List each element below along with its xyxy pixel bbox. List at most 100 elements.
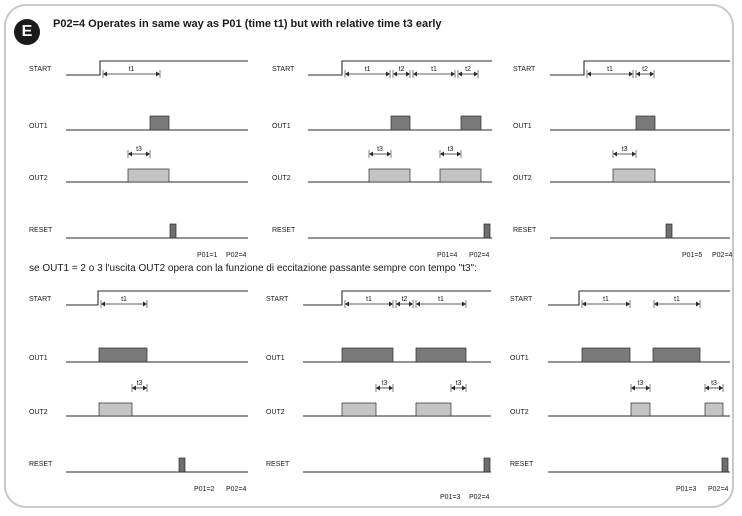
out1-pulse: [98, 347, 148, 363]
time-arrow-head: [462, 385, 466, 391]
out2-pulse: [612, 168, 656, 183]
time-label: t2: [399, 66, 405, 73]
out1-pulse: [415, 347, 467, 363]
param-p01: P01=5: [682, 252, 703, 259]
signal-label-reset: RESET: [510, 461, 534, 468]
time-arrow-head: [613, 151, 617, 157]
time-label: t3: [136, 146, 142, 153]
signal-label-start: START: [29, 296, 52, 303]
time-arrow-head: [413, 71, 417, 77]
signal-label-start: START: [272, 66, 295, 73]
signal-label-out1: OUT1: [266, 355, 285, 362]
signal-label-start: START: [510, 296, 533, 303]
time-arrow-head: [103, 71, 107, 77]
out2-pulse: [439, 168, 482, 183]
time-arrow-head: [345, 71, 349, 77]
timing-panel-p01-3a: START OUT1 OUT2 RESET t1 t2 t1 t3 t3 P01=3 P02=4: [266, 290, 491, 501]
reset-pulse: [665, 223, 673, 239]
param-p02: P02=4: [712, 252, 733, 259]
param-p02: P02=4: [708, 486, 729, 493]
signal-label-out2: OUT2: [29, 175, 48, 182]
timing-panel-p01-5: START OUT1 OUT2 RESET t1 t2 t3 P01=5 P02=4: [513, 60, 733, 259]
start-waveform: [66, 290, 248, 306]
out2-pulse: [704, 402, 724, 417]
time-arrow-head: [457, 151, 461, 157]
time-arrow-head: [101, 301, 105, 307]
time-label: t1: [438, 296, 444, 303]
signal-label-out2: OUT2: [272, 175, 291, 182]
time-arrow-head: [409, 301, 413, 307]
signal-label-start: START: [513, 66, 536, 73]
time-arrow-head: [146, 151, 150, 157]
mode-note: se OUT1 = 2 o 3 l'uscita OUT2 opera con …: [29, 263, 477, 274]
time-arrow-head: [143, 301, 147, 307]
time-label: t3: [638, 380, 644, 387]
time-arrow-head: [132, 385, 136, 391]
time-arrow-head: [636, 71, 640, 77]
param-p02: P02=4: [226, 252, 247, 259]
time-arrow-head: [462, 301, 466, 307]
signal-label-reset: RESET: [272, 227, 296, 234]
out2-pulse: [98, 402, 133, 417]
time-arrow-head: [156, 71, 160, 77]
signal-label-out1: OUT1: [513, 123, 532, 130]
reset-pulse: [483, 223, 491, 239]
timing-panel-p01-1: START OUT1 OUT2 RESET t1 t3 P01=1 P02=4: [29, 60, 248, 259]
time-arrow-head: [626, 301, 630, 307]
signal-label-out2: OUT2: [513, 175, 532, 182]
time-arrow-head: [389, 385, 393, 391]
param-p01: P01=3: [676, 486, 697, 493]
signal-label-out2: OUT2: [29, 409, 48, 416]
time-arrow-head: [389, 301, 393, 307]
time-arrow-head: [587, 71, 591, 77]
time-label: t3: [448, 146, 454, 153]
time-arrow-head: [345, 301, 349, 307]
time-label: t3: [711, 380, 717, 387]
start-waveform: [548, 290, 730, 306]
out1-pulse: [635, 115, 656, 131]
time-label: t1: [431, 66, 437, 73]
time-label: t2: [402, 296, 408, 303]
time-label: t3: [622, 146, 628, 153]
param-p01: P01=4: [437, 252, 458, 259]
time-label: t1: [607, 66, 613, 73]
time-label: t1: [674, 296, 680, 303]
time-arrow-head: [386, 71, 390, 77]
out1-pulse: [581, 347, 631, 363]
reset-pulse: [178, 457, 186, 473]
out1-pulse: [652, 347, 701, 363]
time-label: t3: [137, 380, 143, 387]
signal-label-start: START: [266, 296, 289, 303]
time-arrow-head: [632, 151, 636, 157]
signal-label-out1: OUT1: [29, 123, 48, 130]
signal-label-reset: RESET: [29, 227, 53, 234]
time-label: t3: [377, 146, 383, 153]
time-label: t1: [603, 296, 609, 303]
time-arrow-head: [393, 71, 397, 77]
time-arrow-head: [376, 385, 380, 391]
time-arrow-head: [128, 151, 132, 157]
time-arrow-head: [646, 385, 650, 391]
time-arrow-head: [387, 151, 391, 157]
time-label: t1: [365, 66, 371, 73]
param-p01: P01=1: [197, 252, 218, 259]
section-badge: E: [14, 19, 40, 45]
out1-pulse: [149, 115, 170, 131]
timing-panel-p01-2: START OUT1 OUT2 RESET t1 t3 P01=2 P02=4: [29, 290, 248, 493]
out1-pulse: [390, 115, 411, 131]
time-arrow-head: [451, 385, 455, 391]
reset-pulse: [721, 457, 729, 473]
time-arrow-head: [474, 71, 478, 77]
signal-label-reset: RESET: [29, 461, 53, 468]
signal-label-out2: OUT2: [266, 409, 285, 416]
time-arrow-head: [369, 151, 373, 157]
timing-panel-p01-3b: START OUT1 OUT2 RESET t1 t1 t3 t3 P01=3 P02=4: [510, 290, 730, 493]
start-waveform: [303, 290, 491, 306]
start-waveform: [550, 60, 730, 76]
out2-pulse: [127, 168, 170, 183]
signal-label-reset: RESET: [513, 227, 537, 234]
reset-pulse: [483, 457, 491, 473]
time-label: t1: [129, 66, 135, 73]
time-arrow-head: [143, 385, 147, 391]
